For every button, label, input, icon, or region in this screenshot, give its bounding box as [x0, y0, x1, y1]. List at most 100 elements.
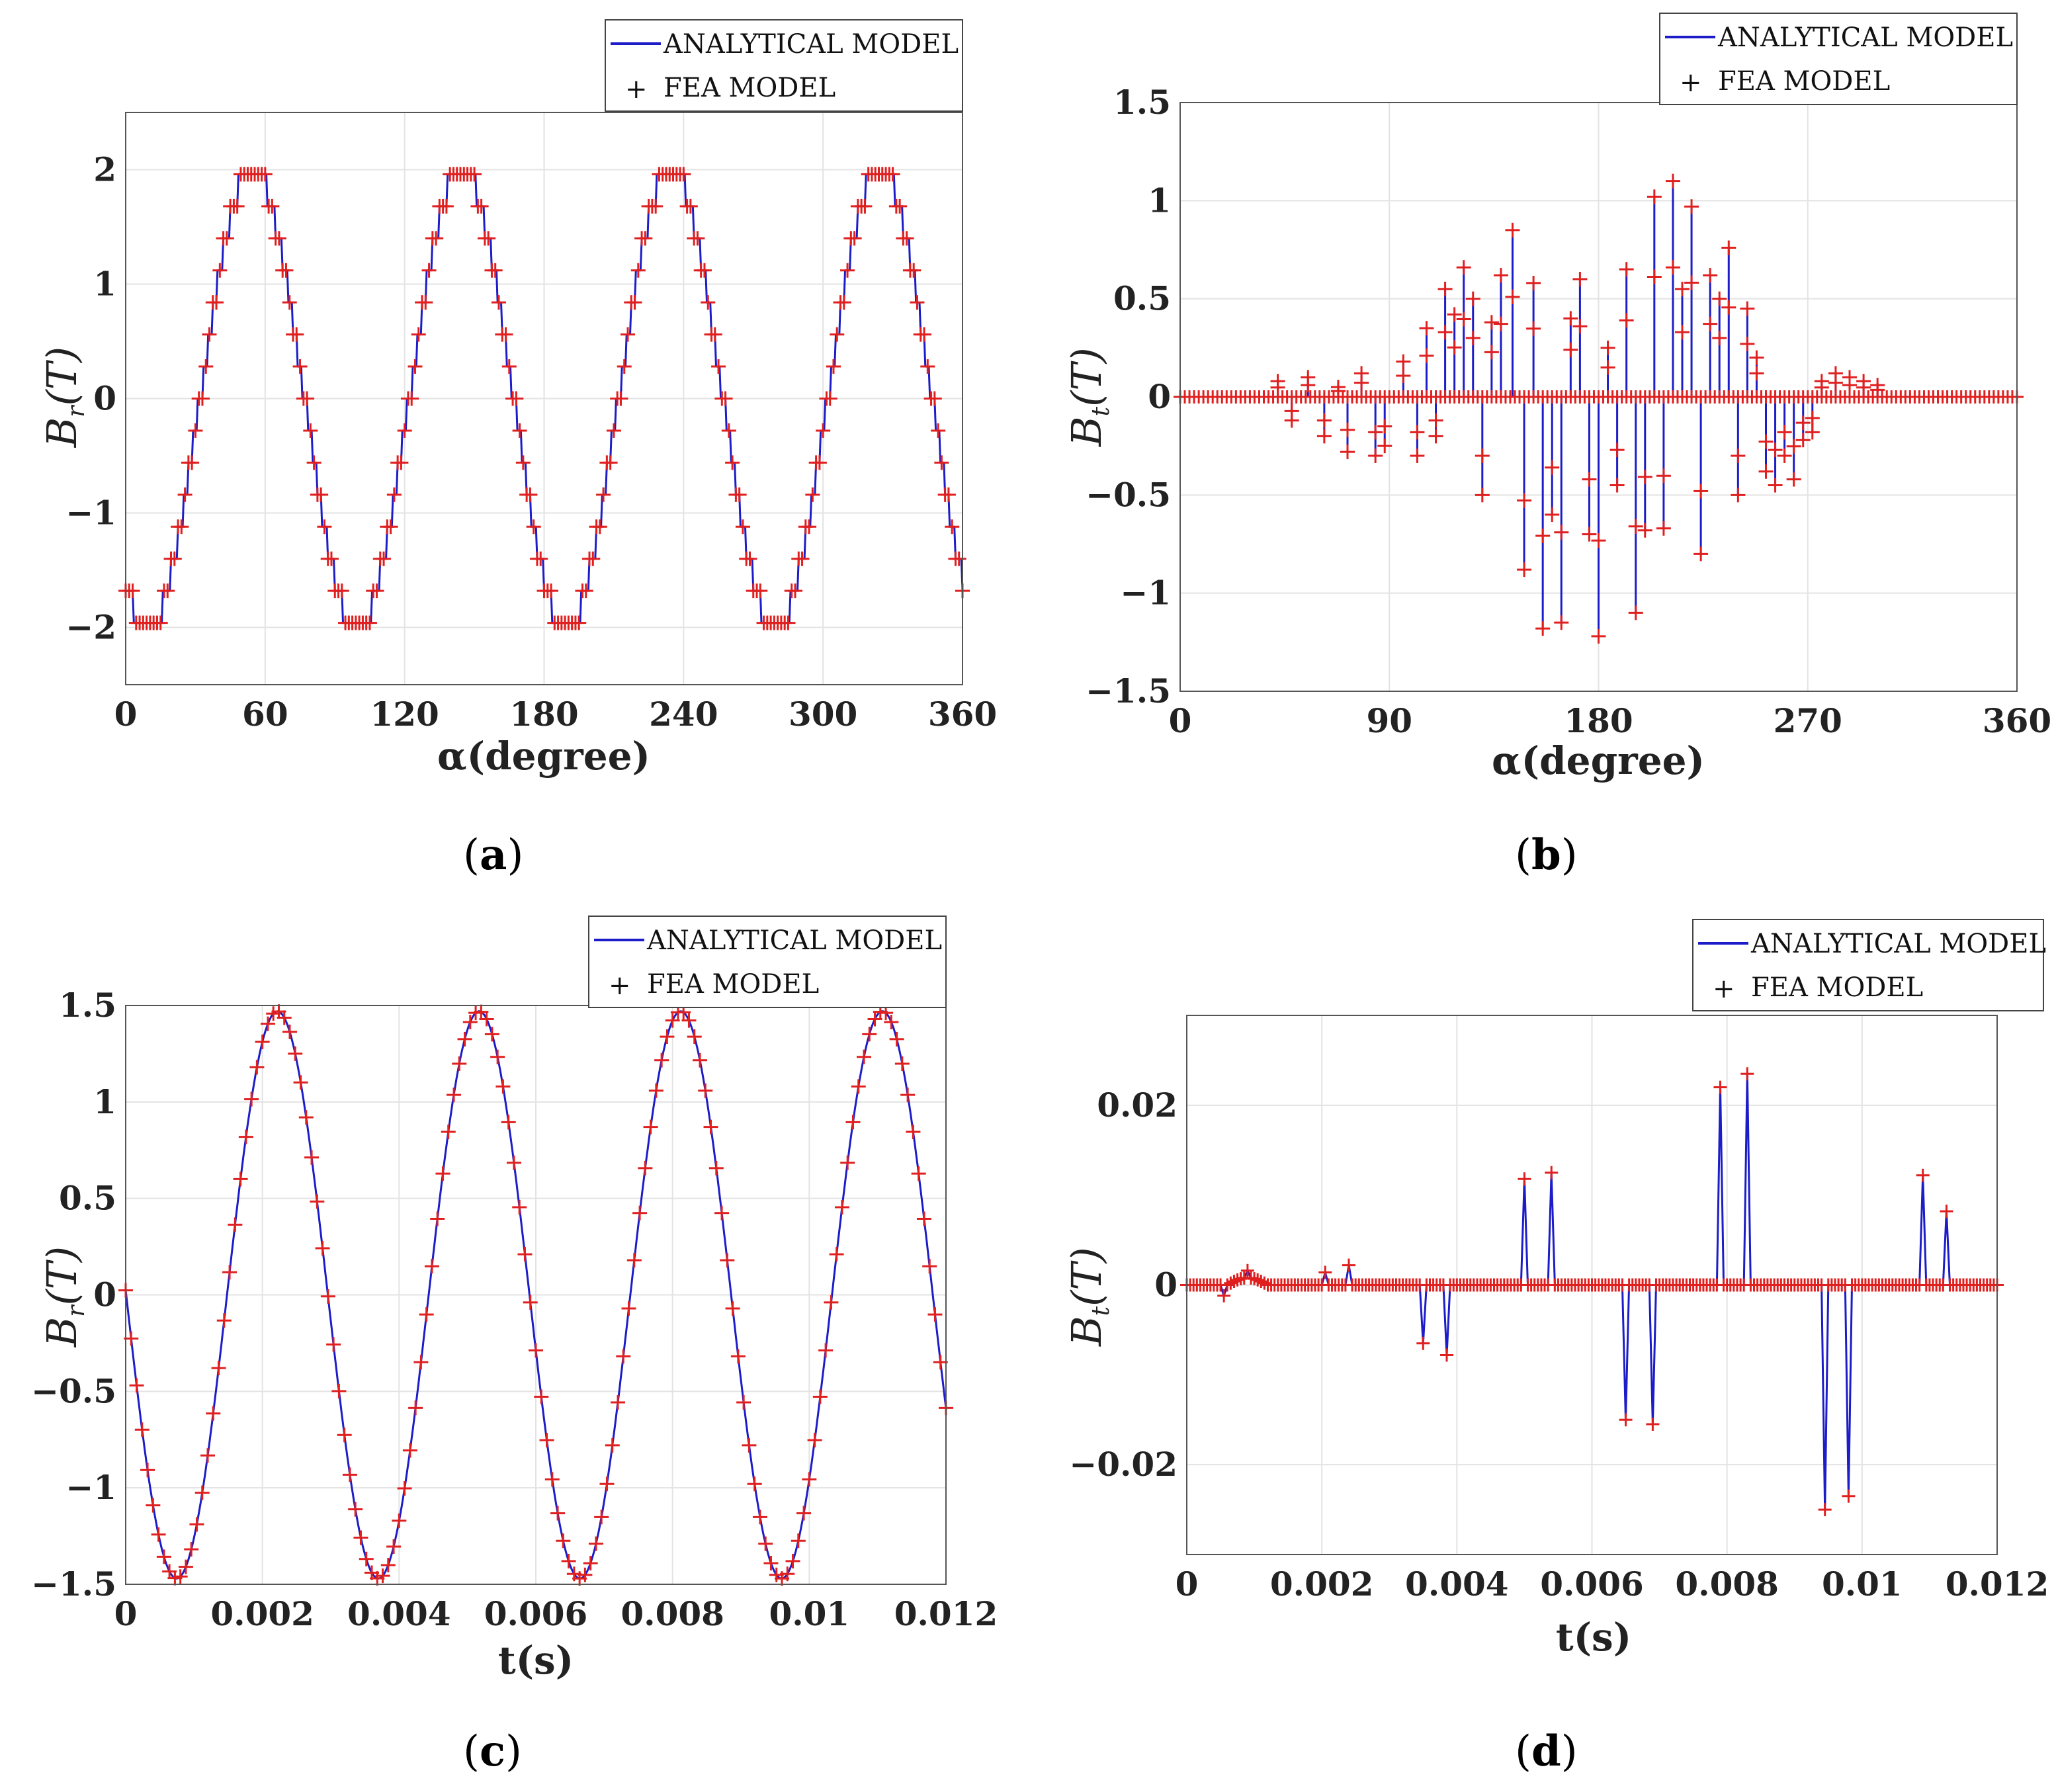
fea-marker [429, 231, 444, 246]
fea-marker [732, 487, 747, 502]
fea-marker [1703, 316, 1718, 331]
legend-fea-marker: + [1713, 974, 1735, 1004]
fea-marker [1665, 260, 1680, 275]
fea-marker [194, 1485, 210, 1500]
fea-marker [720, 1253, 735, 1268]
fea-marker [707, 327, 722, 342]
fea-marker [1731, 448, 1746, 463]
fea-marker [278, 263, 294, 278]
fea-marker [711, 359, 726, 374]
legend-fea-label: FEA MODEL [647, 969, 819, 1000]
fea-marker [1456, 312, 1471, 327]
fea-marker [314, 487, 329, 502]
fea-marker [753, 583, 768, 599]
fea-marker [1419, 321, 1434, 336]
fea-marker [687, 1029, 702, 1045]
fea-marker [561, 1554, 576, 1569]
fea-marker [1619, 1413, 1633, 1427]
fea-marker [621, 327, 635, 342]
y-tick-label: 0.02 [1097, 1086, 1178, 1125]
fea-marker [1368, 448, 1383, 463]
y-axis-label-unit: (T) [1062, 347, 1111, 407]
fea-marker [479, 1011, 494, 1027]
fea-marker [1330, 384, 1346, 399]
y-axis-label: Br(T) [38, 1246, 90, 1348]
fea-marker [174, 519, 189, 534]
fea-marker [594, 1510, 609, 1525]
fea-marker [317, 519, 332, 534]
fea-marker [1795, 433, 1811, 448]
fea-marker [289, 327, 304, 342]
grid-layer [125, 1005, 947, 1585]
y-tick-label: −0.02 [1069, 1445, 1178, 1484]
x-tick-label: 0 [114, 1594, 138, 1633]
fea-marker [697, 263, 712, 278]
fea-marker [805, 487, 820, 502]
y-axis-label-main: B [38, 1317, 86, 1348]
fea-marker [376, 551, 392, 566]
x-tick-labels: 0 90 180 270 360 [1169, 701, 2052, 740]
fea-marker [1609, 478, 1625, 493]
fea-marker [1440, 1348, 1454, 1362]
x-axis-label: α(degree) [1492, 738, 1705, 783]
fea-marker [1224, 1276, 1238, 1290]
x-tick-label: 90 [1366, 701, 1412, 740]
fea-marker [599, 1476, 615, 1492]
fea-marker [1545, 460, 1560, 475]
fea-marker [763, 1556, 779, 1571]
fea-marker [1814, 380, 1829, 395]
fea-marker [462, 1015, 478, 1030]
fea-marker [178, 1559, 193, 1574]
fea-marker [484, 1027, 499, 1042]
fea-marker [185, 455, 200, 470]
x-tick-label: 0.008 [1675, 1564, 1779, 1603]
y-tick-label: −1 [65, 493, 116, 533]
y-axis-label-main: B [1062, 1316, 1111, 1347]
fea-marker [1647, 189, 1662, 204]
legend: ANALYTICAL MODEL + FEA MODEL [1692, 919, 2046, 1011]
fea-marker [922, 1259, 937, 1274]
fea-marker [167, 551, 182, 566]
legend: ANALYTICAL MODEL + FEA MODEL [605, 19, 963, 112]
fea-marker [292, 359, 308, 374]
fea-marker [140, 1463, 155, 1478]
fea-marker [648, 1083, 664, 1098]
fea-marker [212, 263, 228, 278]
fea-marker [934, 455, 949, 470]
fea-marker [588, 1536, 603, 1551]
fea-marker [408, 1400, 423, 1416]
fea-marker [534, 1389, 549, 1404]
y-tick-label: 0 [1148, 377, 1171, 416]
fea-marker [725, 1301, 740, 1316]
fea-marker [822, 391, 837, 406]
fea-marker [1637, 523, 1652, 538]
fea-marker [845, 1115, 861, 1130]
fea-marker [1749, 350, 1764, 365]
series-fea-markers [1174, 173, 2024, 644]
y-tick-label: 0 [93, 1275, 116, 1314]
fea-marker [526, 519, 541, 534]
legend-box [1659, 13, 2018, 105]
y-tick-labels: 1.5 1 0.5 0 −0.5 −1 −1.5 [1086, 83, 1171, 710]
fea-marker [1230, 1273, 1244, 1287]
fea-marker [1410, 425, 1425, 440]
fea-marker [474, 198, 489, 214]
x-tick-label: 180 [1564, 701, 1633, 740]
fea-marker [282, 295, 297, 310]
fea-marker [375, 1568, 390, 1584]
fea-marker [1731, 488, 1746, 503]
y-tick-label: 1 [1148, 181, 1171, 220]
plot-frame [1179, 102, 2018, 692]
fea-marker [156, 1549, 171, 1564]
fea-marker [189, 1517, 204, 1532]
fea-marker [418, 295, 433, 310]
fea-marker [945, 519, 960, 534]
fea-marker [816, 423, 831, 438]
fea-marker [419, 1307, 434, 1322]
fea-marker [698, 1083, 713, 1098]
fea-marker [146, 1498, 161, 1513]
fea-marker [906, 1125, 921, 1140]
fea-marker [585, 551, 601, 566]
fea-marker [238, 1129, 253, 1144]
fea-marker [1777, 448, 1792, 463]
